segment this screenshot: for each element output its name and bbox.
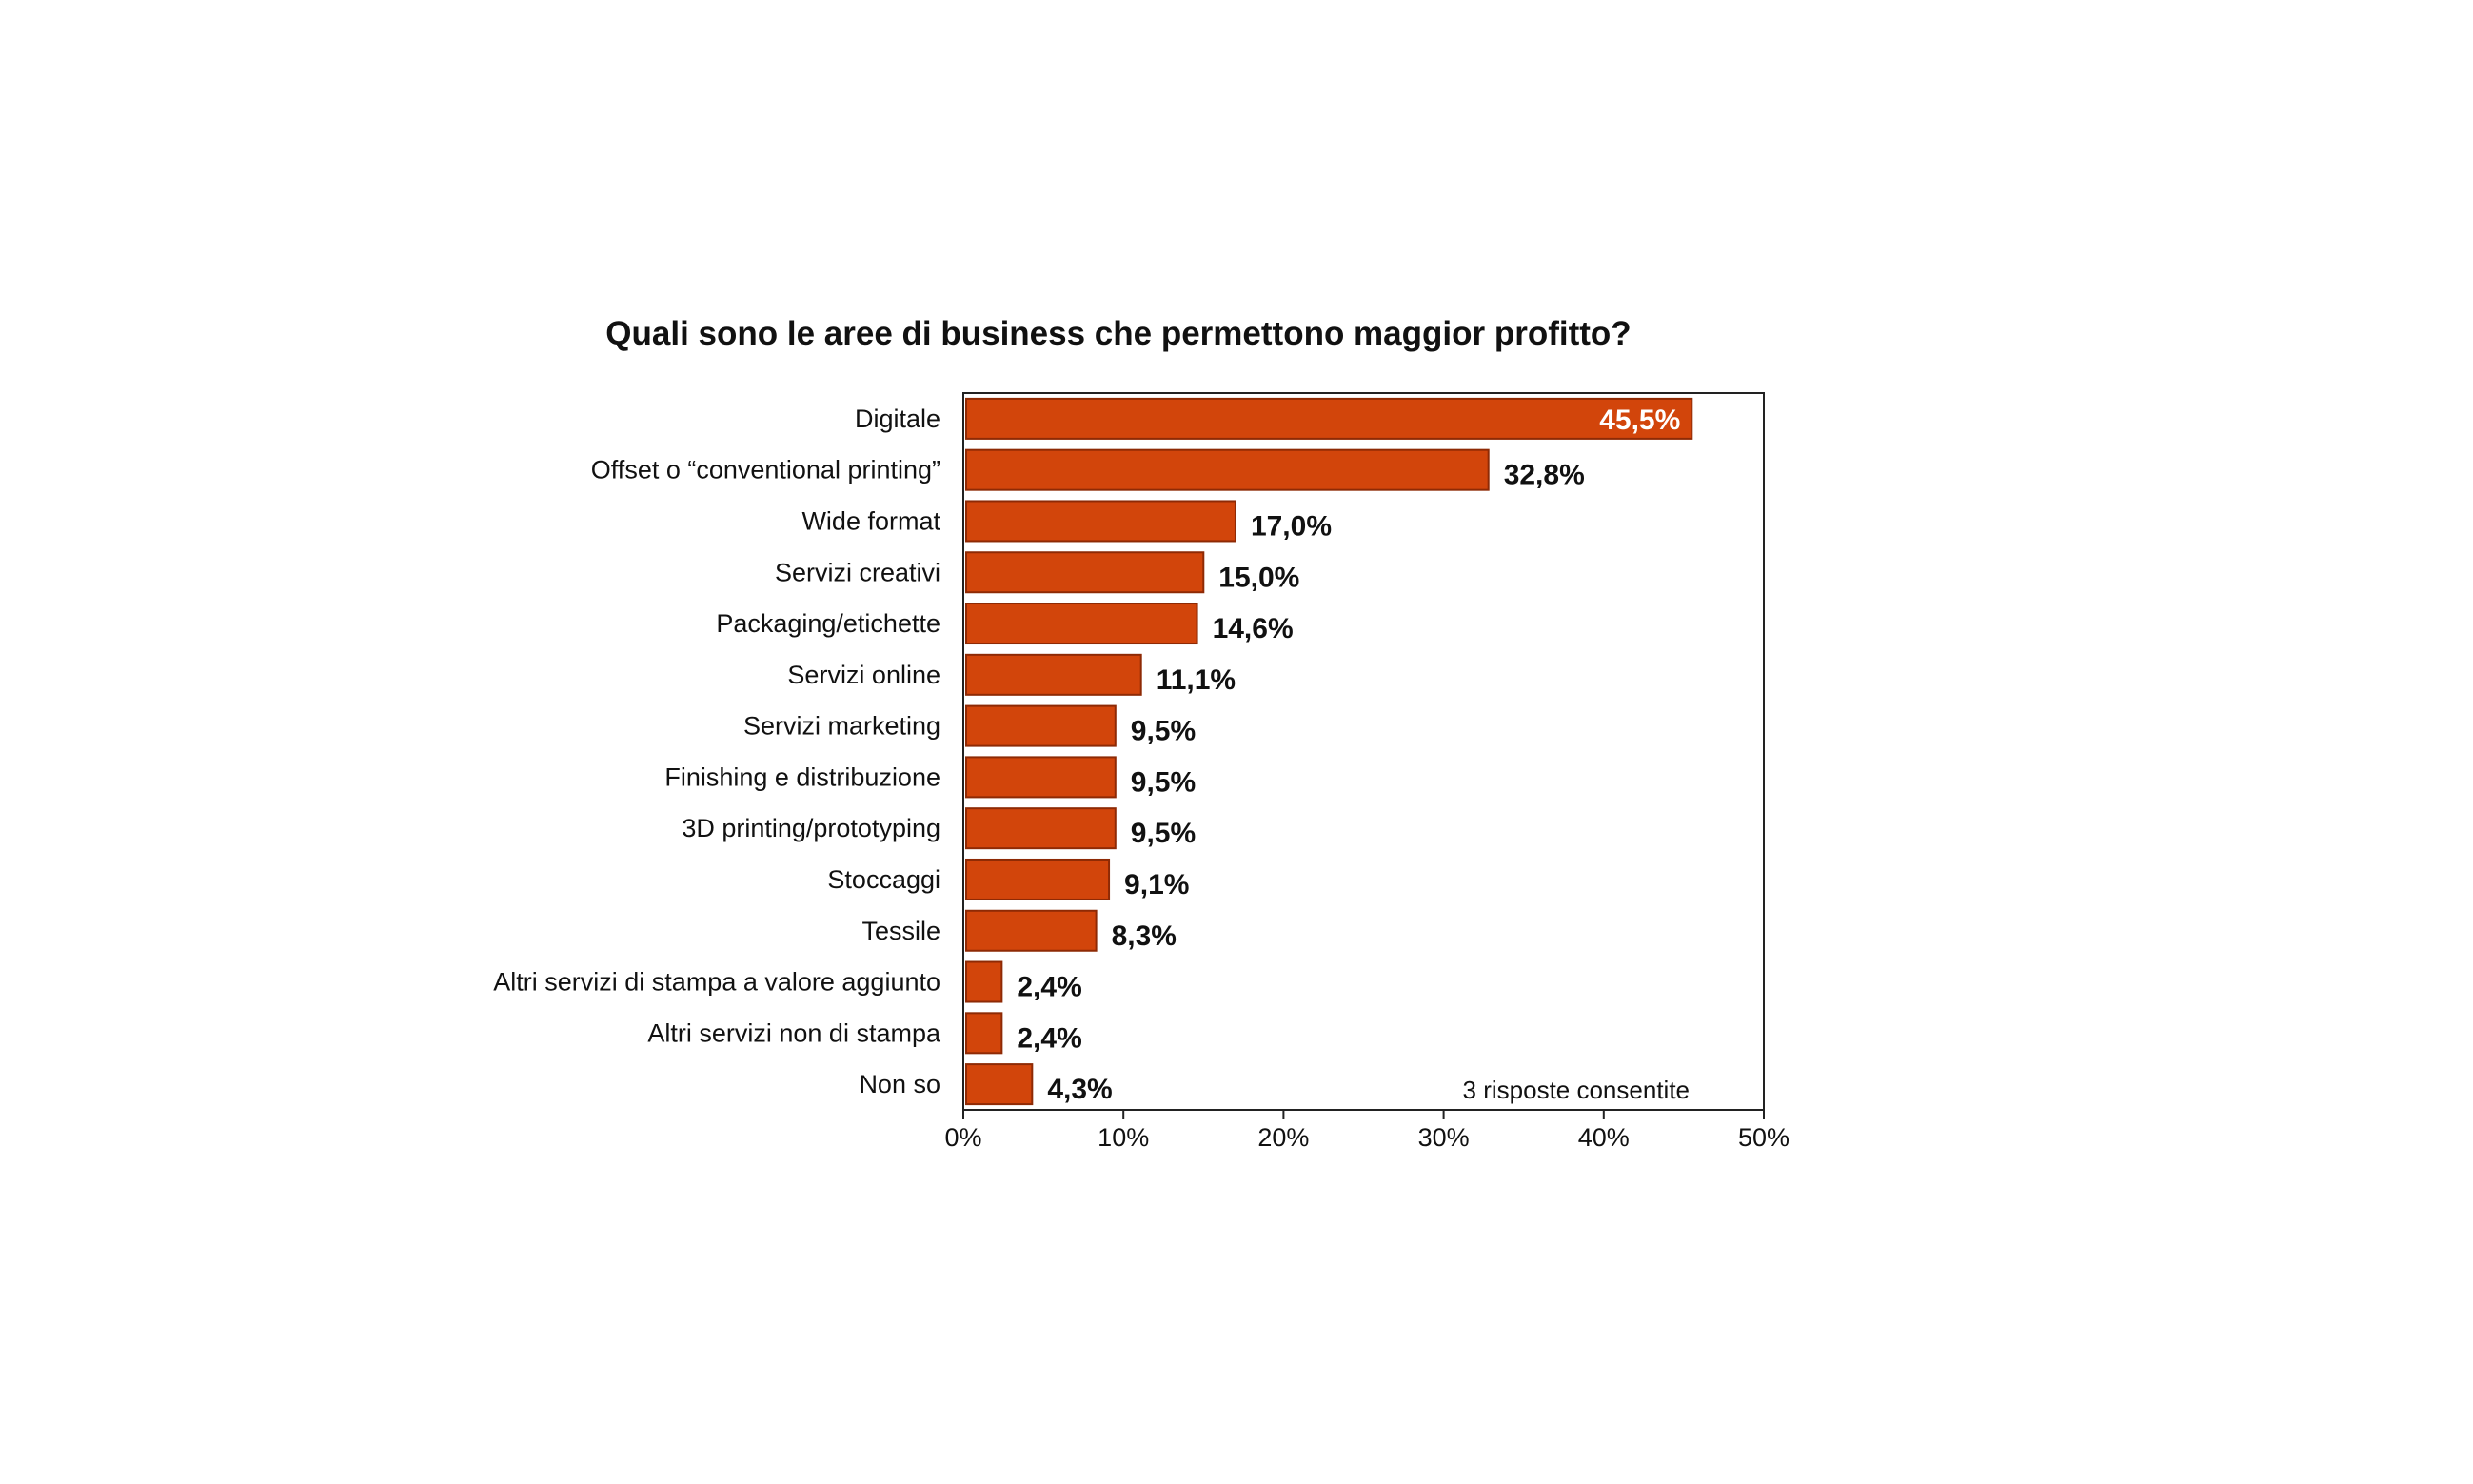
category-label: Servizi online	[787, 661, 940, 689]
x-tick-label: 30%	[1418, 1123, 1470, 1152]
category-label: Altri servizi non di stampa	[647, 1019, 941, 1047]
bar	[965, 448, 1490, 491]
value-label: 9,1%	[1124, 869, 1189, 900]
category-label: Packaging/etichette	[716, 609, 940, 638]
bar	[965, 858, 1111, 900]
bar	[965, 704, 1117, 747]
x-tick-label: 10%	[1098, 1123, 1149, 1152]
value-labels: 45,5% 32,8% 17,0% 15,0% 14,6% 11,1% 9,5% 9,5% 9,…	[1017, 405, 1680, 1105]
chart-title: Quali sono le aree di business che perme…	[605, 315, 1631, 352]
value-label: 9,5%	[1131, 766, 1196, 798]
x-axis: 0% 10% 20% 30% 40% 50%	[944, 392, 1790, 1152]
category-label: Servizi marketing	[743, 712, 940, 741]
bar	[965, 1063, 1034, 1106]
x-tick-label: 40%	[1578, 1123, 1630, 1152]
value-label: 17,0%	[1251, 510, 1332, 542]
bar	[965, 551, 1205, 594]
value-label: 14,6%	[1213, 613, 1294, 644]
bar	[965, 909, 1098, 952]
bar	[965, 1012, 1003, 1055]
note-label: 3 risposte consentite	[1463, 1076, 1690, 1104]
category-label: Tessile	[861, 917, 940, 945]
bars-group	[965, 397, 1693, 1106]
category-label: Offset o “conventional printing”	[591, 456, 940, 485]
value-label: 9,5%	[1131, 818, 1196, 849]
category-label: Digitale	[855, 405, 940, 433]
bar	[965, 756, 1117, 799]
bar	[965, 603, 1198, 645]
category-labels: Digitale Offset o “conventional printing”…	[493, 405, 941, 1098]
value-label: 15,0%	[1218, 562, 1299, 593]
value-label: 9,5%	[1131, 716, 1196, 747]
category-label: Finishing e distribuzione	[664, 762, 940, 791]
bar	[965, 960, 1003, 1003]
value-label: 11,1%	[1157, 664, 1236, 696]
x-tick-label: 20%	[1257, 1123, 1309, 1152]
value-label: 2,4%	[1017, 972, 1081, 1003]
category-label: Altri servizi di stampa a valore aggiunt…	[493, 968, 940, 997]
category-label: Servizi creativi	[775, 558, 940, 586]
category-label: Non so	[859, 1070, 940, 1098]
category-label: 3D printing/prototyping	[682, 814, 940, 842]
bar	[965, 807, 1117, 850]
x-tick-label: 0%	[944, 1123, 981, 1152]
bar	[965, 653, 1142, 696]
plot-frame	[962, 392, 1765, 1111]
value-label: 4,3%	[1047, 1074, 1112, 1105]
category-label: Stoccaggi	[827, 865, 940, 894]
bar	[965, 500, 1236, 543]
value-label: 45,5%	[1599, 405, 1680, 436]
x-tick-label: 50%	[1738, 1123, 1790, 1152]
value-label: 8,3%	[1112, 920, 1177, 952]
category-label: Wide format	[801, 506, 940, 535]
value-label: 32,8%	[1504, 460, 1585, 491]
value-label: 2,4%	[1017, 1022, 1081, 1054]
bar	[965, 397, 1693, 440]
